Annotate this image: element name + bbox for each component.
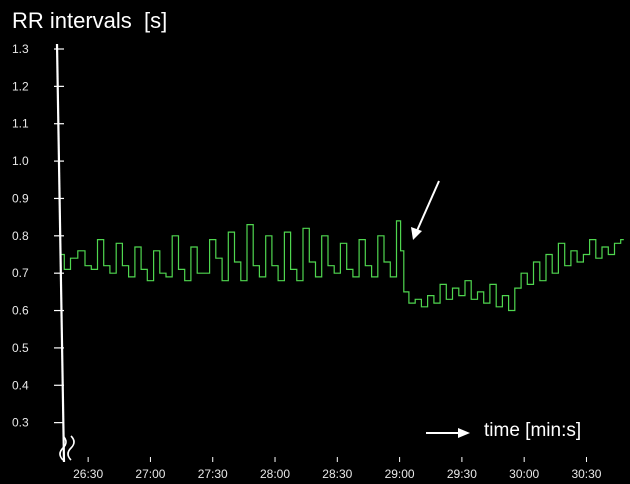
y-tick-label: 0.5 xyxy=(12,341,29,355)
x-tick-label: 27:30 xyxy=(198,467,228,481)
x-axis-ticks: 26:30 27:00 27:30 28:00 28:30 29:00 29:30 30:00… xyxy=(73,457,602,481)
y-tick-label: 1.3 xyxy=(12,42,29,56)
time-direction-arrow-icon xyxy=(426,428,470,438)
y-tick-label: 1.2 xyxy=(12,79,29,93)
x-tick-label: 30:00 xyxy=(509,467,539,481)
y-tick-label: 1.1 xyxy=(12,117,29,131)
y-tick-label: 1.0 xyxy=(12,154,29,168)
y-tick-label: 0.8 xyxy=(12,229,29,243)
annotation-arrow-icon xyxy=(411,180,440,240)
y-tick-label: 0.4 xyxy=(12,378,29,392)
y-tick-label: 0.3 xyxy=(12,416,29,430)
x-tick-label: 29:00 xyxy=(385,467,415,481)
x-tick-label: 30:30 xyxy=(571,467,601,481)
x-tick-label: 28:30 xyxy=(322,467,352,481)
chart-title: RR intervals [s] xyxy=(12,8,168,33)
y-tick-label: 0.7 xyxy=(12,266,29,280)
time-axis-label: time [min:s] xyxy=(484,420,582,441)
x-tick-label: 28:00 xyxy=(260,467,290,481)
y-axis-ticks: 0.3 0.4 0.5 0.6 0.7 0.8 0.9 1.0 1.1 1.2 1.3 xyxy=(12,42,64,430)
x-tick-label: 29:30 xyxy=(447,467,477,481)
rr-interval-series-line xyxy=(61,220,624,312)
axis-break-icon xyxy=(59,435,75,461)
x-tick-label: 26:30 xyxy=(73,467,103,481)
y-tick-label: 0.9 xyxy=(12,191,29,205)
y-axis-line xyxy=(55,43,66,463)
x-tick-label: 27:00 xyxy=(135,467,165,481)
y-tick-label: 0.6 xyxy=(12,304,29,318)
